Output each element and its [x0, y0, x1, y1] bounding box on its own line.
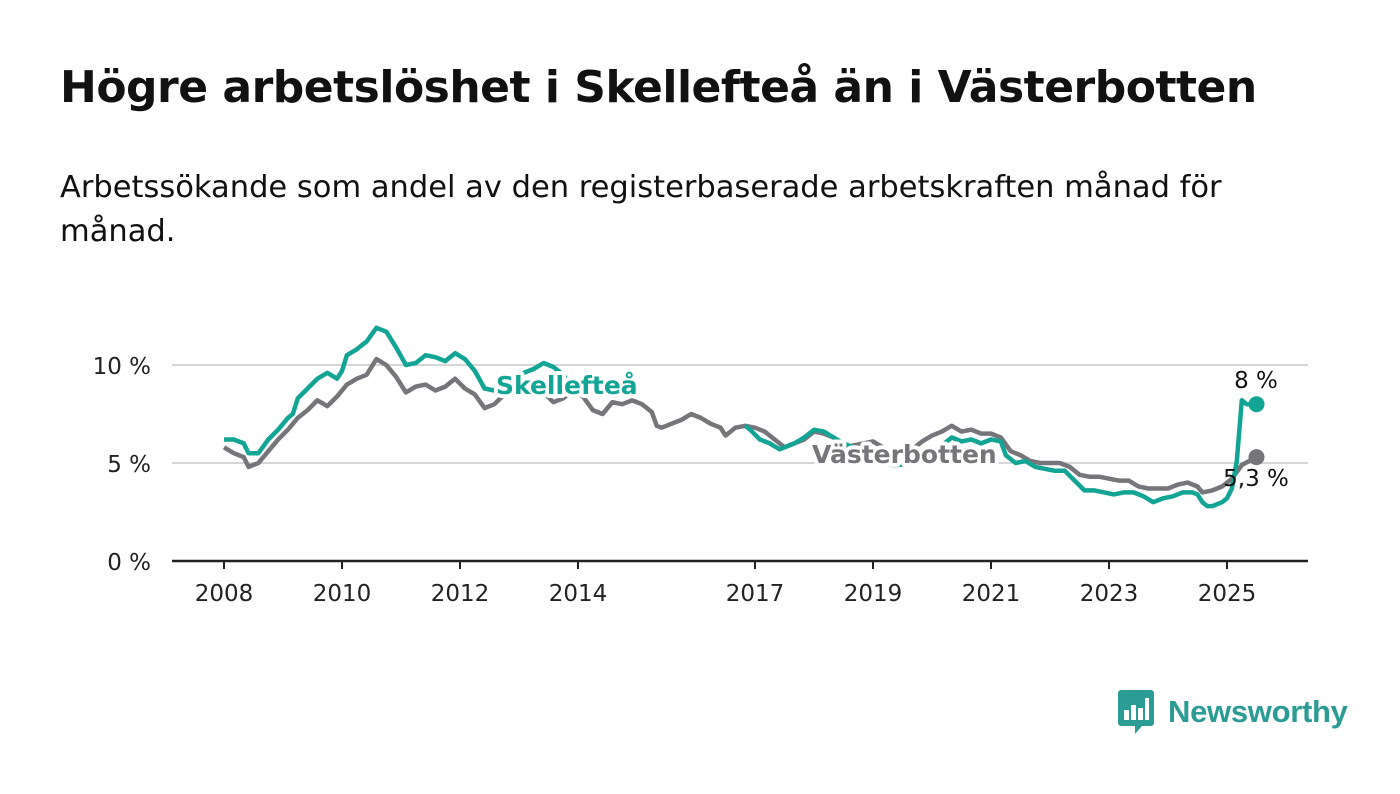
y-tick-label: 10 %	[93, 354, 151, 380]
brand-logo: Newsworthy	[1118, 690, 1348, 734]
x-tick-label: 2021	[962, 581, 1021, 607]
y-tick-label: 0 %	[107, 550, 151, 576]
y-tick-label: 5 %	[107, 452, 151, 478]
series-label-skelleftea: Skellefteå	[496, 371, 638, 400]
x-tick-label: 2023	[1080, 581, 1139, 607]
x-tick-label: 2012	[431, 581, 490, 607]
x-tick-label: 2025	[1198, 581, 1257, 607]
chart-subtitle: Arbetssökande som andel av den registerb…	[60, 170, 1222, 249]
x-tick-label: 2008	[195, 581, 254, 607]
series-label-vasterbotten: Västerbotten	[812, 440, 997, 469]
end-label-vasterbotten: 5,3 %	[1223, 466, 1289, 492]
brand-name: Newsworthy	[1168, 694, 1348, 729]
x-tick-label: 2017	[726, 581, 785, 607]
series-line-vasterbotten	[222, 356, 1258, 495]
bar-chart-speech-bubble-icon	[1118, 690, 1154, 734]
x-tick-label: 2019	[844, 581, 903, 607]
end-marker-vasterbotten	[1248, 449, 1265, 466]
end-marker-skelleftea	[1248, 396, 1265, 413]
x-tick-label: 2010	[313, 581, 372, 607]
series-line-skelleftea	[224, 325, 576, 456]
chart-title: Högre arbetslöshet i Skellefteå än i Väs…	[60, 62, 1257, 113]
x-tick-label: 2014	[549, 581, 608, 607]
series-line-skelleftea-later	[743, 398, 1257, 509]
end-label-skelleftea: 8 %	[1234, 368, 1278, 394]
